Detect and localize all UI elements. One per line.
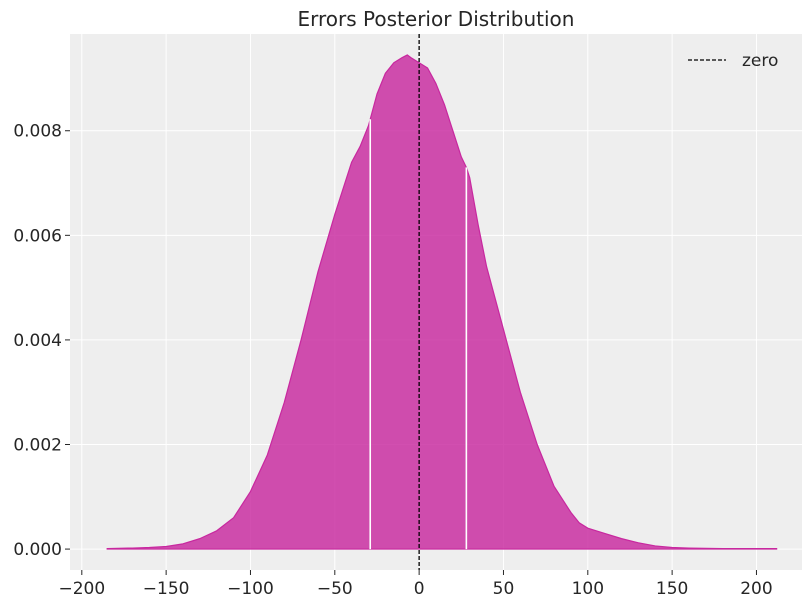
x-tick-label: 100: [572, 579, 604, 599]
y-tick-label: 0.000: [13, 540, 62, 560]
y-axis: 0.000 0.002 0.004 0.006 0.008: [13, 122, 70, 560]
x-tick-label: 150: [656, 579, 688, 599]
density-area: [106, 54, 778, 550]
legend: zero: [688, 51, 778, 71]
y-tick-label: 0.008: [13, 122, 62, 142]
x-axis: −200 −150 −100 −50 0 50 100 150 200: [58, 570, 773, 599]
legend-label: zero: [742, 51, 778, 71]
x-tick-label: −100: [227, 579, 274, 599]
y-tick-label: 0.002: [13, 435, 62, 455]
chart-title: Errors Posterior Distribution: [298, 7, 575, 31]
x-tick-label: −150: [143, 579, 190, 599]
x-tick-label: 50: [493, 579, 515, 599]
y-tick-label: 0.006: [13, 226, 62, 246]
x-tick-label: 0: [414, 579, 425, 599]
density-area-path: [106, 54, 778, 550]
x-tick-label: −200: [58, 579, 105, 599]
x-tick-label: 200: [740, 579, 772, 599]
x-tick-label: −50: [317, 579, 353, 599]
y-tick-label: 0.004: [13, 331, 62, 351]
